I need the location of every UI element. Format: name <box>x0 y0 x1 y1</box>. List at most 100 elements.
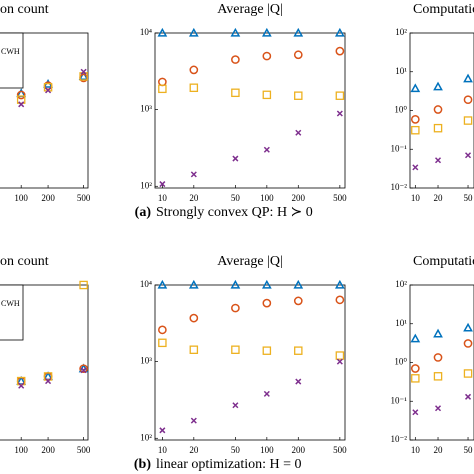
panel-title: Average |Q| <box>217 254 283 269</box>
marker-square <box>231 345 240 354</box>
marker-triangle <box>188 27 199 37</box>
x-tick-label: 200 <box>41 193 55 203</box>
plot-frame <box>154 32 346 189</box>
caption-label: (b) <box>134 457 151 472</box>
x-tick-label: 500 <box>333 193 347 203</box>
y-tick-label: 10² <box>395 279 407 289</box>
marker-x <box>336 358 343 365</box>
marker-x <box>18 382 25 389</box>
caption-text: linear optimization: H = 0 <box>156 457 302 472</box>
marker-square <box>189 83 199 93</box>
marker-circle <box>433 353 443 362</box>
marker-x <box>336 110 343 117</box>
marker-triangle <box>188 279 199 289</box>
x-tick-label: 50 <box>464 193 474 203</box>
panel-title: on count <box>0 254 49 269</box>
marker-circle <box>189 313 199 323</box>
marker-circle <box>293 50 303 60</box>
marker-triangle <box>334 279 345 289</box>
marker-square <box>294 91 303 100</box>
marker-x <box>159 181 166 188</box>
x-tick-label: 50 <box>231 445 241 455</box>
marker-x <box>80 367 87 374</box>
marker-circle <box>79 364 88 374</box>
caption-text: Strongly convex QP: H ≻ 0 <box>156 205 313 220</box>
x-tick-label: 10 <box>411 193 421 203</box>
marker-triangle <box>157 27 168 37</box>
legend-label: CWH <box>1 47 20 56</box>
x-tick-label: 20 <box>434 193 444 203</box>
x-tick-label: 100 <box>260 193 274 203</box>
marker-triangle <box>334 27 345 37</box>
marker-triangle <box>463 73 473 83</box>
marker-triangle <box>410 83 421 93</box>
panel-title: Computation <box>413 254 474 269</box>
marker-square <box>262 90 272 100</box>
x-tick-label: 500 <box>77 193 91 203</box>
marker-square <box>411 374 420 383</box>
marker-circle <box>463 339 473 348</box>
x-tick-label: 200 <box>292 193 306 203</box>
marker-x <box>232 155 239 162</box>
y-tick-label: 10⁴ <box>140 27 152 37</box>
x-tick-label: 20 <box>434 445 444 455</box>
marker-circle <box>433 105 443 114</box>
marker-square <box>463 369 473 378</box>
y-tick-label: 10⁰ <box>394 105 407 115</box>
marker-x <box>190 171 197 178</box>
y-tick-label: 10¹ <box>395 66 407 76</box>
marker-circle <box>293 296 303 306</box>
marker-circle <box>231 55 240 64</box>
marker-x <box>159 427 166 434</box>
y-tick-label: 10⁻¹ <box>391 395 408 405</box>
x-tick-label: 10 <box>158 445 168 455</box>
y-tick-label: 10⁻² <box>391 434 408 444</box>
panel-title: Computation <box>413 2 474 17</box>
marker-square <box>158 84 167 94</box>
marker-circle <box>158 325 167 335</box>
marker-x <box>434 157 442 164</box>
marker-triangle <box>230 27 241 37</box>
marker-square <box>189 345 199 354</box>
legend-box <box>0 32 24 89</box>
legend-label: CWH <box>1 299 20 308</box>
marker-x <box>263 146 270 153</box>
marker-x <box>18 101 25 108</box>
marker-square <box>79 280 88 290</box>
marker-triangle <box>293 279 304 289</box>
marker-triangle <box>433 328 443 338</box>
marker-triangle <box>261 279 272 289</box>
marker-triangle <box>463 322 473 332</box>
marker-square <box>463 116 473 125</box>
y-tick-label: 10² <box>395 27 407 37</box>
marker-x <box>232 402 239 409</box>
marker-x <box>464 393 472 400</box>
y-tick-label: 10² <box>140 180 152 190</box>
marker-circle <box>262 298 272 308</box>
marker-x <box>80 68 87 75</box>
marker-x <box>295 129 302 136</box>
marker-circle <box>410 364 420 373</box>
x-tick-label: 10 <box>411 445 421 455</box>
marker-square <box>262 346 272 355</box>
plot-frame <box>0 284 89 441</box>
x-tick-label: 50 <box>464 445 474 455</box>
plot-frame <box>0 32 89 189</box>
x-tick-label: 100 <box>14 193 28 203</box>
caption-label: (a) <box>135 205 152 220</box>
marker-circle <box>16 90 26 100</box>
marker-triangle <box>230 279 241 289</box>
legend-box <box>0 284 24 341</box>
x-tick-label: 20 <box>189 193 199 203</box>
x-tick-label: 10 <box>158 193 168 203</box>
marker-x <box>412 164 419 171</box>
marker-square <box>411 125 420 135</box>
y-tick-label: 10⁻² <box>391 182 408 192</box>
marker-circle <box>231 303 240 313</box>
x-tick-label: 50 <box>231 193 241 203</box>
plot-frame <box>154 284 346 441</box>
panel-title: on count <box>0 2 49 17</box>
marker-square <box>231 88 240 98</box>
marker-circle <box>335 295 345 305</box>
x-tick-label: 200 <box>292 445 306 455</box>
